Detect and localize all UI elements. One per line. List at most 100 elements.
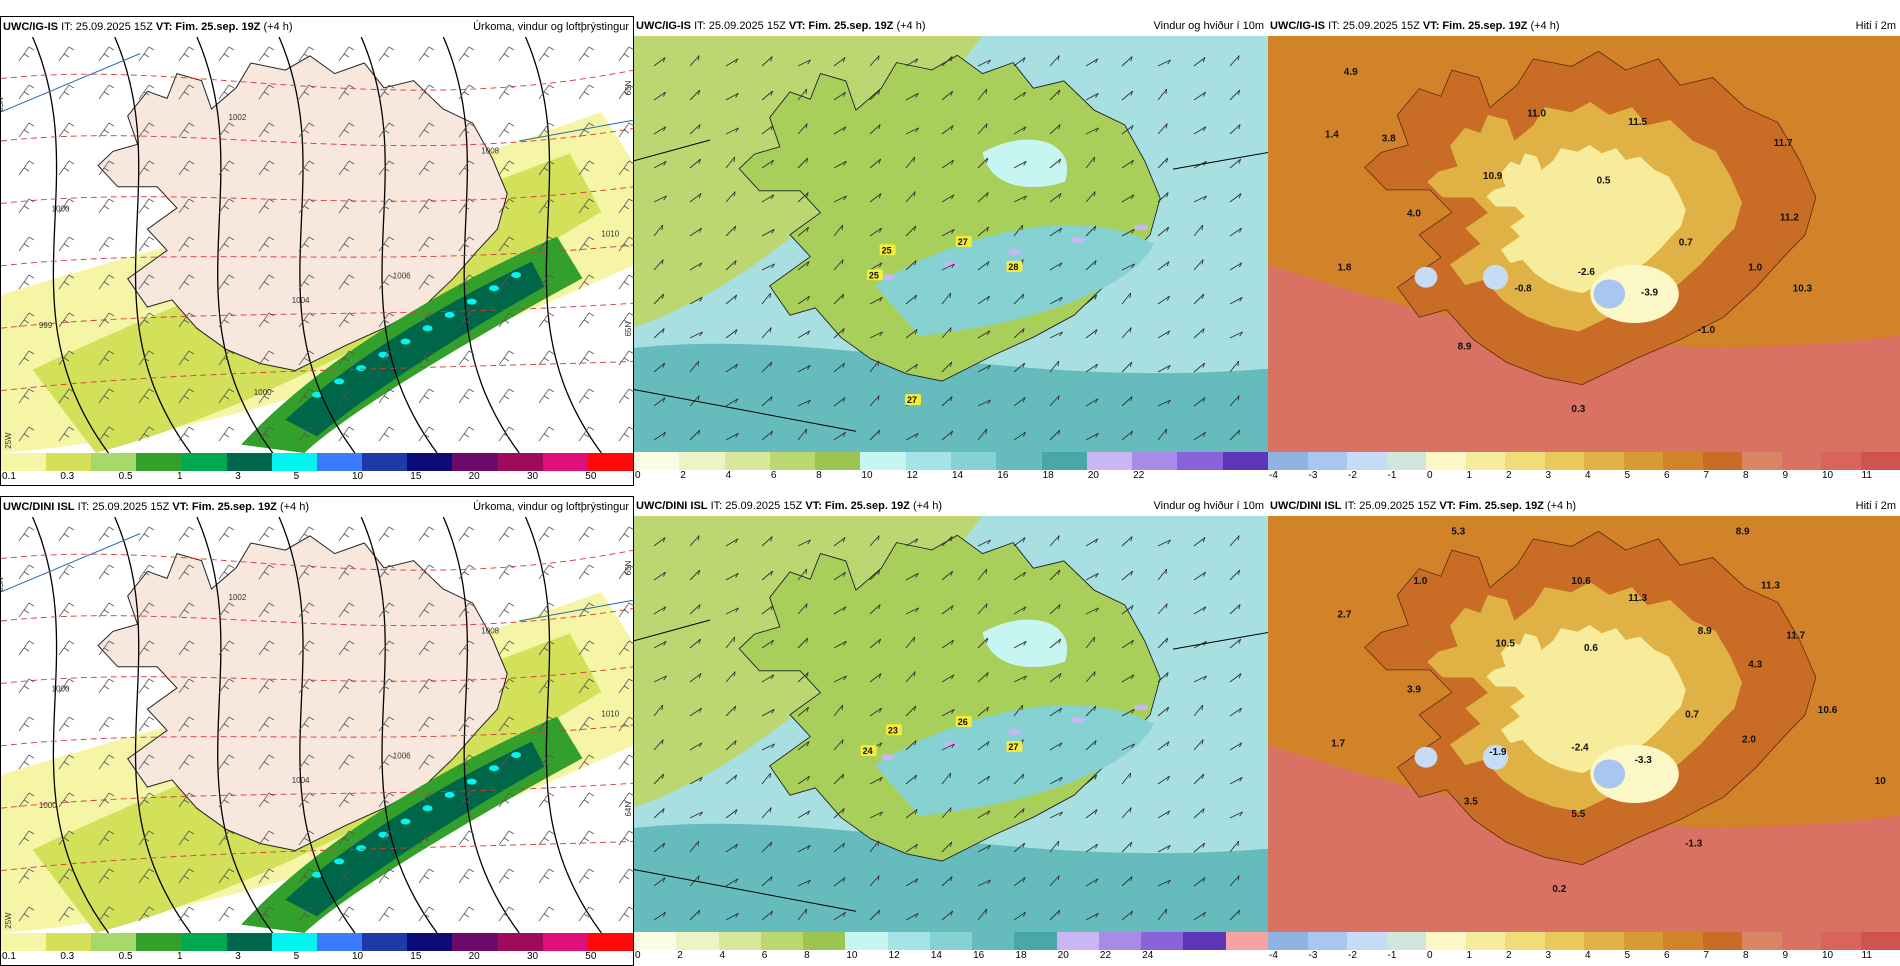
colorbar-swatch <box>860 452 905 470</box>
temp-field-cold <box>1483 265 1508 290</box>
precip-core <box>356 845 366 851</box>
isobar-label: 1002 <box>229 113 247 122</box>
colorbar-swatch <box>1545 452 1585 470</box>
colorbar-swatch <box>1821 932 1861 950</box>
gust-core <box>1134 704 1148 710</box>
colorbar-swatch <box>1821 452 1861 470</box>
colorbar-swatch <box>634 932 676 950</box>
colorbar-swatch <box>1268 932 1308 950</box>
temperature-label: 3.9 <box>1407 684 1421 695</box>
colorbar-tick-label: 7 <box>1704 470 1710 481</box>
gust-label: 27 <box>907 395 917 405</box>
isobar-label: 1000 <box>52 685 70 694</box>
temperature-label: 5.3 <box>1451 526 1465 537</box>
gust-core <box>1134 224 1148 230</box>
colorbar-swatch <box>1268 452 1308 470</box>
colorbar-swatch <box>1782 932 1822 950</box>
product-name: Vindur og hviður í 10m <box>1154 496 1264 516</box>
colorbar-swatch <box>845 932 887 950</box>
product-name: Úrkoma, vindur og loftþrýstingur <box>473 497 629 517</box>
colorbar-tick-label: 22 <box>1133 470 1144 481</box>
colorbar-swatch <box>46 933 91 951</box>
temperature-label: 3.8 <box>1382 134 1396 145</box>
colorbar-swatch <box>1087 452 1132 470</box>
colorbar-tick-label: 11 <box>1862 950 1872 961</box>
isobar-label: 1002 <box>229 593 247 602</box>
colorbar-swatch <box>1141 932 1183 950</box>
colorbar-swatch <box>1861 932 1900 950</box>
precip-core <box>445 312 455 318</box>
colorbar-tick-label: 0.1 <box>2 951 16 962</box>
init-time: IT: 25.09.2025 15Z <box>61 21 153 33</box>
colorbar-swatch <box>1132 452 1177 470</box>
precip-core <box>489 765 499 771</box>
temperature-label: 2.0 <box>1742 734 1756 745</box>
isobar-label: 999 <box>39 321 53 330</box>
colorbar-swatch <box>317 453 362 471</box>
colorbar-swatch <box>227 453 272 471</box>
colorbar-swatch <box>272 933 317 951</box>
colorbar-swatch <box>770 452 815 470</box>
colorbar-swatch <box>1226 932 1268 950</box>
precip-core <box>423 325 433 331</box>
lat-label-right: 65N <box>624 80 633 95</box>
precip-core <box>489 285 499 291</box>
colorbar-swatch <box>761 932 803 950</box>
temperature-label: 0.7 <box>1679 238 1693 249</box>
weather-map[interactable]: 100010021004100610081010999100065N25W65N… <box>1 37 635 453</box>
colorbar-tick-label: 6 <box>1664 470 1670 481</box>
precip-core <box>423 805 433 811</box>
colorbar-swatch <box>317 933 362 951</box>
valid-time-label: VT: <box>172 501 189 513</box>
valid-time-label: VT: <box>789 20 806 32</box>
colorbar-tick-label: 7 <box>1704 950 1710 961</box>
lead-time: (+4 h) <box>913 500 942 512</box>
colorbar-swatch <box>996 452 1041 470</box>
colorbar-swatch <box>725 452 770 470</box>
colorbar-legend <box>634 452 1268 470</box>
temperature-label: 10.3 <box>1793 283 1813 294</box>
temperature-label: 1.4 <box>1325 130 1339 141</box>
colorbar-ticks: -4-3-2-10123456789101112 <box>1268 470 1900 482</box>
temperature-label: 4.9 <box>1344 67 1358 78</box>
precip-core <box>445 792 455 798</box>
colorbar-tick-label: 4 <box>1585 950 1591 961</box>
valid-time-label: VT: <box>1439 500 1456 512</box>
colorbar-swatch <box>1426 932 1466 950</box>
colorbar-swatch <box>46 453 91 471</box>
temperature-label: 0.2 <box>1552 884 1566 895</box>
colorbar-tick-label: -2 <box>1348 470 1357 481</box>
temperature-label: 1.7 <box>1331 739 1345 750</box>
colorbar-tick-label: 24 <box>1142 950 1153 961</box>
colorbar-tick-label: 1 <box>1467 950 1473 961</box>
temperature-label: -1.0 <box>1698 325 1716 336</box>
gust-label: 23 <box>888 725 898 735</box>
valid-time: Fim. 25.sep. 19Z <box>825 500 910 512</box>
colorbar-swatch <box>1703 452 1743 470</box>
colorbar-tick-label: 5 <box>1625 470 1631 481</box>
lead-time: (+4 h) <box>280 501 309 513</box>
lat-label-left: 65N <box>1 577 5 592</box>
temperature-label: 2.7 <box>1338 610 1352 621</box>
colorbar-tick-label: 1 <box>1467 470 1473 481</box>
colorbar-swatch <box>498 933 543 951</box>
colorbar-legend <box>1 933 633 951</box>
colorbar-tick-label: -3 <box>1309 470 1318 481</box>
colorbar-swatch <box>272 453 317 471</box>
colorbar-tick-label: 2 <box>1506 470 1512 481</box>
isobar-label: 1000 <box>52 205 70 214</box>
gust-core <box>1007 729 1021 735</box>
temperature-label: 5.5 <box>1571 809 1585 820</box>
colorbar-tick-label: 8 <box>1743 950 1749 961</box>
colorbar-swatch <box>676 932 718 950</box>
colorbar-tick-label: -4 <box>1269 470 1278 481</box>
temperature-label: 11.7 <box>1774 138 1793 149</box>
temperature-label: 3.5 <box>1464 797 1478 808</box>
lat-label-right: 65N <box>624 322 633 337</box>
